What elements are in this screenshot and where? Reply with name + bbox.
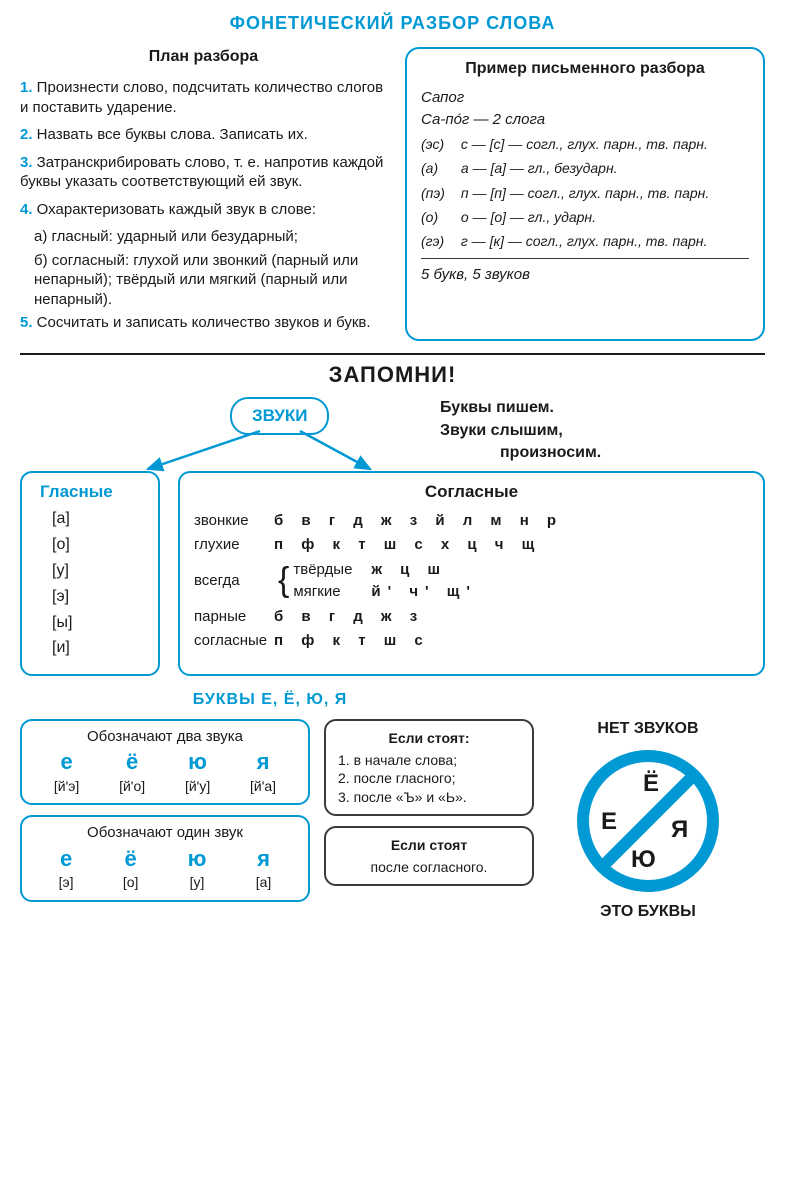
condition-item: 2. после гласного; <box>338 769 520 787</box>
example-box: Пример письменного разбора Сапог Са-по́г… <box>405 47 765 340</box>
circle-letter: Е <box>601 806 617 837</box>
condition-item: 3. после «Ъ» и «Ь». <box>338 788 520 806</box>
section-divider <box>20 353 765 355</box>
paired-label2: согласные <box>194 631 274 651</box>
vowel-item: [ы] <box>40 613 140 634</box>
two-sounds-label: Обозначают два звука <box>34 727 296 747</box>
main-title: ФОНЕТИЧЕСКИЙ РАЗБОР СЛОВА <box>20 12 765 35</box>
plan-item: 4. Охарактеризовать каждый звук в слове: <box>20 200 387 220</box>
branch-arrows-icon <box>140 423 420 473</box>
example-line: (гэ) г — [к] — согл., глух. парн., тв. п… <box>421 232 749 250</box>
letter-column: ю[у] <box>188 845 207 892</box>
top-section: План разбора 1. Произнести слово, подсчи… <box>20 47 765 340</box>
hard-letters: ж ц ш <box>371 560 447 580</box>
one-sound-box: Обозначают один звук е[э] ё[о] ю[у] я[а] <box>20 815 310 901</box>
soft-label: мягкие <box>293 582 371 602</box>
voiceless-label: глухие <box>194 535 274 555</box>
plan-subitem: а) гласный: ударный или безударный; <box>34 227 387 247</box>
vowel-item: [э] <box>40 587 140 608</box>
soft-letters: й' ч' щ' <box>371 582 477 602</box>
no-sounds-title: НЕТ ЗВУКОВ <box>548 719 748 740</box>
letter-column: ё[о] <box>123 845 139 892</box>
remember-line: Звуки слышим, <box>440 420 601 442</box>
plan-heading: План разбора <box>20 47 387 68</box>
vowels-title: Гласные <box>40 481 140 503</box>
paired-voiced-letters: б в г д ж з <box>274 607 424 627</box>
circle-letter: Я <box>671 814 688 845</box>
plan-item: 2. Назвать все буквы слова. Записать их. <box>20 125 387 145</box>
condition-box-1: Если стоят: 1. в начале слова;2. после г… <box>324 719 534 816</box>
example-footer: 5 букв, 5 звуков <box>421 265 749 285</box>
plan-item: 1. Произнести слово, подсчитать количест… <box>20 78 387 117</box>
remember-line: Буквы пишем. <box>440 397 601 419</box>
consonants-title: Согласные <box>194 481 749 503</box>
vowel-item: [и] <box>40 638 140 659</box>
letter-column: я[й'а] <box>250 748 276 795</box>
example-heading: Пример письменного разбора <box>421 59 749 80</box>
plan-item: 3. Затранскрибировать слово, т. е. напро… <box>20 153 387 192</box>
paired-voiceless-letters: п ф к т ш с <box>274 631 430 651</box>
one-sound-label: Обозначают один звук <box>34 823 296 843</box>
cond2-title: Если стоят <box>338 836 520 854</box>
voiced-letters: б в г д ж з й л м н р <box>274 511 563 531</box>
example-word: Сапог <box>421 88 749 108</box>
letter-column: е[э] <box>59 845 74 892</box>
eyoya-title: БУКВЫ Е, Ё, Ю, Я <box>140 690 400 711</box>
plan-column: План разбора 1. Произнести слово, подсчи… <box>20 47 387 340</box>
voiced-label: звонкие <box>194 511 274 531</box>
paired-label: парные <box>194 607 274 627</box>
cond2-text: после согласного. <box>338 858 520 876</box>
no-sounds-block: НЕТ ЗВУКОВ Ё Е Я Ю ЭТО БУКВЫ <box>548 719 748 923</box>
remember-text: Буквы пишем. Звуки слышим, произносим. <box>440 397 601 464</box>
vowel-item: [у] <box>40 561 140 582</box>
remember-heading: ЗАПОМНИ! <box>20 361 765 390</box>
two-sounds-box: Обозначают два звука е[й'э] ё[й'о] ю[й'у] я… <box>20 719 310 805</box>
example-line: (о) о — [о] — гл., ударн. <box>421 208 749 226</box>
example-line: (эс) с — [с] — согл., глух. парн., тв. п… <box>421 135 749 153</box>
condition-item: 1. в начале слова; <box>338 751 520 769</box>
always-label: всегда <box>194 571 274 591</box>
condition-box-2: Если стоят после согласного. <box>324 826 534 886</box>
remember-line: произносим. <box>440 442 601 464</box>
example-line: (пэ) п — [п] — согл., глух. парн., тв. п… <box>421 184 749 202</box>
example-line: (а) а — [а] — гл., безударн. <box>421 159 749 177</box>
hard-label: твёрдые <box>293 560 371 580</box>
letter-column: я[а] <box>256 845 272 892</box>
letter-column: е[й'э] <box>54 748 79 795</box>
no-sounds-footer: ЭТО БУКВЫ <box>548 902 748 923</box>
example-syllables: Са-по́г — 2 слога <box>421 110 749 130</box>
letter-column: ё[й'о] <box>119 748 145 795</box>
sounds-diagram: ЗВУКИ Буквы пишем. Звуки слышим, произно… <box>20 397 765 676</box>
vowel-item: [о] <box>40 535 140 556</box>
consonants-box: Согласные звонкие б в г д ж з й л м н р … <box>178 471 765 676</box>
circle-letter: Ю <box>631 844 656 875</box>
plan-subitem: б) согласный: глухой или звонкий (парный… <box>34 251 387 310</box>
vowels-box: Гласные [а] [о] [у] [э] [ы] [и] <box>20 471 160 676</box>
brace-icon: { <box>278 569 289 593</box>
plan-item: 5. Сосчитать и записать количество звуко… <box>20 313 387 333</box>
example-divider <box>421 258 749 259</box>
vowel-item: [а] <box>40 509 140 530</box>
circle-letter: Ё <box>643 768 659 799</box>
voiceless-letters: п ф к т ш с х ц ч щ <box>274 535 541 555</box>
bottom-section: Обозначают два звука е[й'э] ё[й'о] ю[й'у] я… <box>20 719 765 923</box>
cond1-title: Если стоят: <box>338 729 520 747</box>
letter-column: ю[й'у] <box>185 748 210 795</box>
